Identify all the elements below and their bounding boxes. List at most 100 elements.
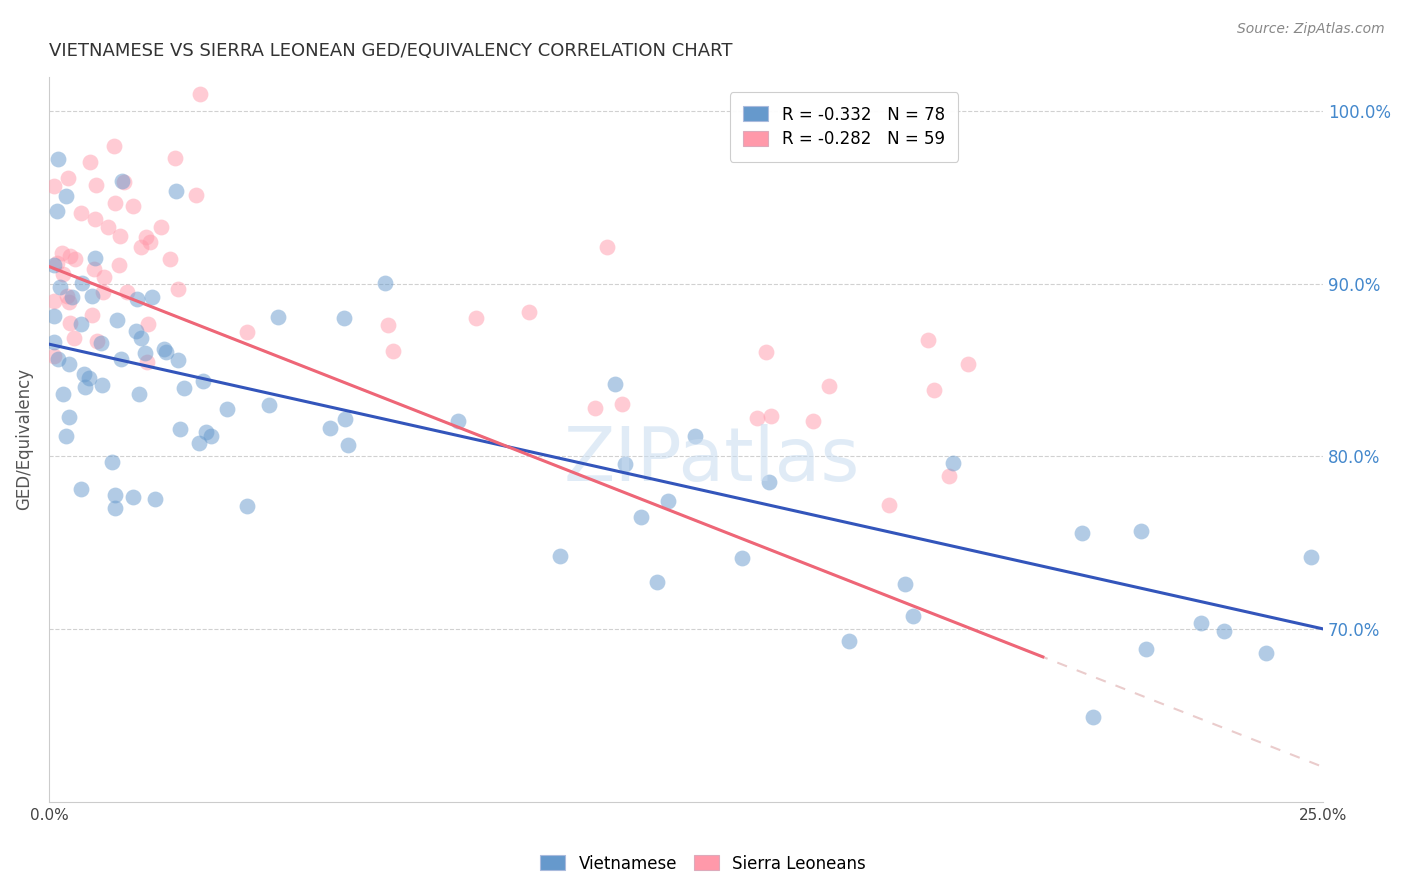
Point	[58, 295, 80, 310]
Point	[143, 491, 166, 506]
Point	[103, 139, 125, 153]
Point	[1070, 526, 1092, 541]
Point	[46, 204, 69, 219]
Point	[257, 399, 280, 413]
Point	[91, 378, 114, 392]
Point	[730, 551, 752, 566]
Point	[685, 429, 707, 443]
Point	[125, 324, 148, 338]
Point	[59, 316, 82, 330]
Point	[93, 270, 115, 285]
Point	[755, 344, 778, 359]
Point	[105, 312, 128, 326]
Point	[917, 333, 939, 347]
Point	[139, 235, 162, 249]
Point	[596, 240, 619, 254]
Point	[52, 387, 75, 401]
Point	[217, 402, 239, 417]
Point	[173, 381, 195, 395]
Point	[134, 346, 156, 360]
Point	[657, 494, 679, 508]
Point	[59, 249, 82, 263]
Point	[42, 178, 65, 193]
Point	[56, 289, 79, 303]
Point	[838, 634, 860, 648]
Point	[942, 456, 965, 470]
Point	[127, 293, 149, 307]
Point	[42, 334, 65, 349]
Point	[97, 219, 120, 234]
Point	[605, 376, 627, 391]
Point	[1135, 642, 1157, 657]
Point	[153, 342, 176, 356]
Point	[517, 305, 540, 319]
Point	[141, 290, 163, 304]
Point	[51, 245, 73, 260]
Point	[194, 425, 217, 439]
Point	[817, 379, 839, 393]
Point	[77, 371, 100, 385]
Point	[110, 352, 132, 367]
Point	[58, 409, 80, 424]
Point	[128, 387, 150, 401]
Point	[200, 429, 222, 443]
Point	[159, 252, 181, 266]
Point	[62, 331, 84, 345]
Point	[79, 155, 101, 169]
Point	[381, 343, 404, 358]
Point	[957, 357, 980, 371]
Point	[465, 311, 488, 326]
Point	[58, 170, 80, 185]
Point	[46, 352, 69, 367]
Point	[188, 436, 211, 450]
Point	[613, 457, 636, 471]
Point	[548, 549, 571, 563]
Point	[167, 353, 190, 368]
Point	[42, 309, 65, 323]
Point	[901, 608, 924, 623]
Point	[129, 331, 152, 345]
Point	[922, 383, 945, 397]
Point	[165, 184, 187, 198]
Point	[107, 258, 129, 272]
Point	[69, 205, 91, 219]
Point	[377, 318, 399, 332]
Point	[55, 189, 77, 203]
Point	[52, 267, 75, 281]
Point	[104, 196, 127, 211]
Point	[108, 229, 131, 244]
Point	[42, 258, 65, 272]
Point	[80, 288, 103, 302]
Point	[236, 325, 259, 339]
Point	[333, 311, 356, 326]
Point	[759, 409, 782, 424]
Point	[42, 294, 65, 309]
Point	[319, 421, 342, 435]
Point	[70, 318, 93, 332]
Point	[150, 220, 173, 235]
Point	[447, 414, 470, 428]
Point	[1129, 524, 1152, 538]
Point	[90, 336, 112, 351]
Point	[83, 262, 105, 277]
Point	[73, 367, 96, 381]
Point	[86, 178, 108, 193]
Legend: Vietnamese, Sierra Leoneans: Vietnamese, Sierra Leoneans	[533, 848, 873, 880]
Point	[75, 380, 97, 394]
Point	[163, 152, 186, 166]
Point	[135, 230, 157, 244]
Point	[55, 428, 77, 442]
Point	[122, 199, 145, 213]
Point	[169, 422, 191, 436]
Point	[122, 490, 145, 504]
Point	[65, 252, 87, 267]
Point	[58, 357, 80, 371]
Point	[374, 276, 396, 290]
Point	[801, 414, 824, 428]
Point	[112, 175, 135, 189]
Text: VIETNAMESE VS SIERRA LEONEAN GED/EQUIVALENCY CORRELATION CHART: VIETNAMESE VS SIERRA LEONEAN GED/EQUIVAL…	[49, 42, 733, 60]
Point	[69, 482, 91, 496]
Point	[46, 152, 69, 166]
Point	[115, 285, 138, 299]
Text: Source: ZipAtlas.com: Source: ZipAtlas.com	[1237, 22, 1385, 37]
